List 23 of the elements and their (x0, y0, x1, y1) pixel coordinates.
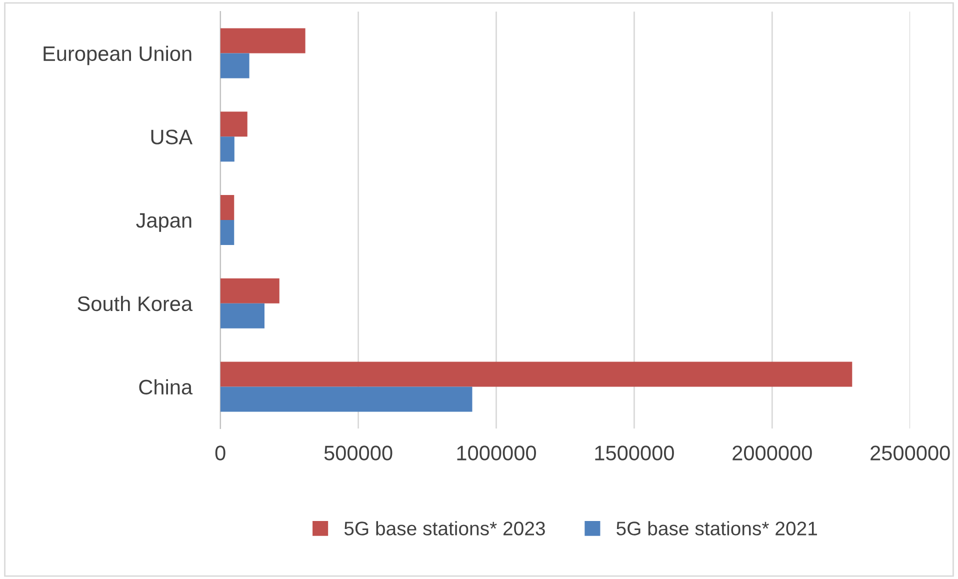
bar (220, 28, 306, 54)
legend-label: 5G base stations* 2021 (616, 521, 817, 536)
x-tick-label: 1500000 (595, 446, 674, 460)
bar (220, 303, 264, 328)
y-tick-label: USA (151, 130, 193, 144)
bar (220, 53, 250, 78)
bar (220, 278, 280, 304)
legend-label: 5G base stations* 2023 (344, 521, 545, 536)
bar (220, 112, 248, 137)
x-tick-label: 1000000 (457, 446, 536, 460)
x-tick-label: 500000 (324, 446, 392, 460)
x-tick-label: 0 (215, 446, 226, 460)
bar (220, 386, 472, 412)
x-tick-label: 2500000 (870, 446, 950, 460)
bar (220, 362, 852, 387)
y-tick-label: South Korea (78, 296, 193, 312)
bar (220, 136, 234, 162)
x-tick-label: 2000000 (732, 446, 812, 460)
y-tick-label: European Union (44, 46, 192, 66)
bar (220, 220, 234, 246)
y-tick-label: Japan (136, 213, 192, 232)
bar (220, 195, 234, 220)
y-tick-label: China (139, 379, 193, 395)
